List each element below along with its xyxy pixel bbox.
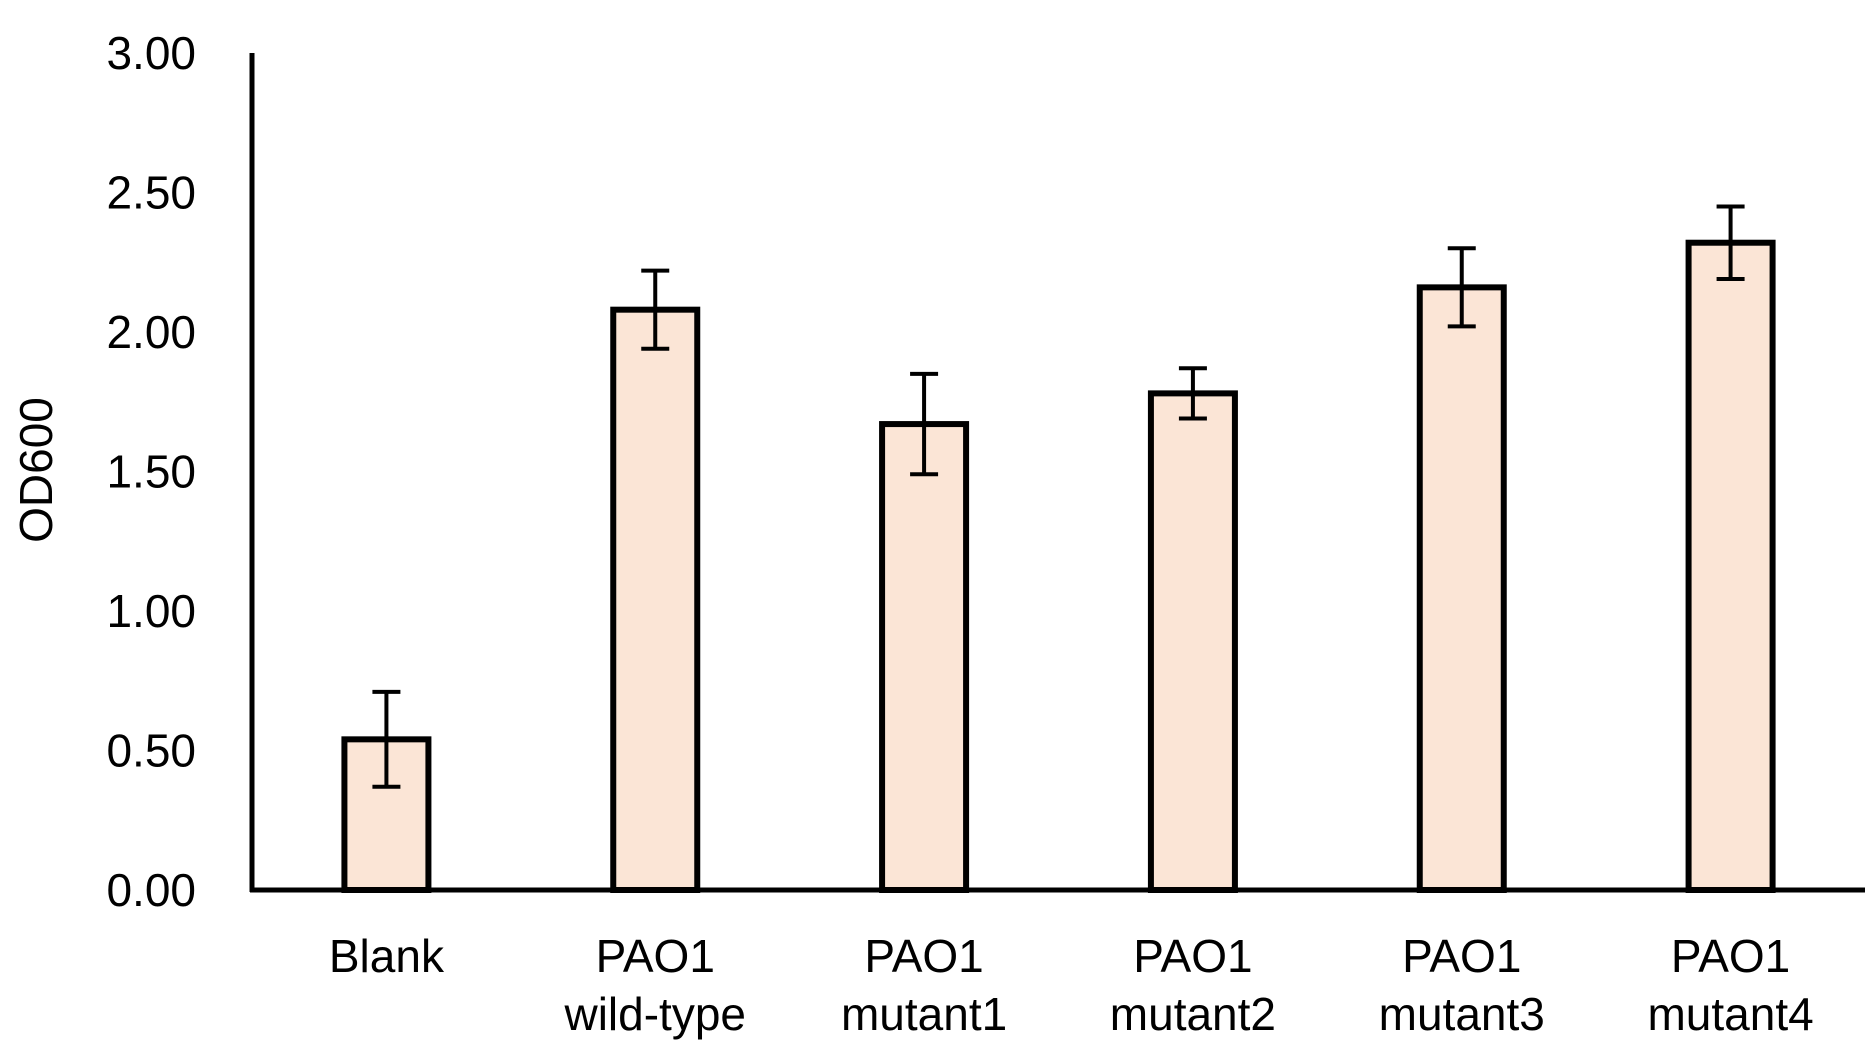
x-tick-label-line: mutant3 <box>1379 988 1545 1040</box>
x-tick-label-line: Blank <box>329 930 445 982</box>
x-tick-label-line: mutant4 <box>1647 988 1813 1040</box>
y-tick-label: 1.50 <box>106 446 196 498</box>
x-tick-label-line: PAO1 <box>1671 930 1790 982</box>
x-tick-label-line: wild-type <box>563 988 746 1040</box>
x-tick-label-line: PAO1 <box>1402 930 1521 982</box>
bar <box>1147 390 1238 893</box>
x-tick-label: PAO1 mutant3 <box>1379 930 1545 1040</box>
x-tick-label: PAO1 mutant1 <box>841 930 1007 1040</box>
x-tick-label: Blank <box>329 930 445 982</box>
x-tick-label-line: mutant2 <box>1110 988 1276 1040</box>
x-tick-label: PAO1 wild-type <box>563 930 746 1040</box>
y-tick-label: 0.00 <box>106 864 196 916</box>
x-tick-label: PAO1 mutant4 <box>1647 930 1813 1040</box>
error-bar <box>1178 366 1207 421</box>
error-bar <box>641 268 670 351</box>
y-tick-label: 0.50 <box>106 725 196 777</box>
y-tick-label: 2.50 <box>106 167 196 219</box>
x-tick-label-line: PAO1 <box>1133 930 1252 982</box>
x-tick-label-line: PAO1 <box>864 930 983 982</box>
bar <box>1685 239 1776 894</box>
error-bar <box>372 689 401 789</box>
x-tick-label: PAO1 mutant2 <box>1110 930 1276 1040</box>
y-axis-label: OD600 <box>10 397 62 543</box>
error-bar <box>910 371 939 477</box>
x-tick-label-line: mutant1 <box>841 988 1007 1040</box>
error-bar <box>1716 204 1745 281</box>
bar <box>610 306 701 893</box>
y-tick-label: 3.00 <box>106 27 196 79</box>
x-tick-label-line: PAO1 <box>596 930 715 982</box>
error-bar <box>1447 246 1476 329</box>
y-tick-label: 1.00 <box>106 585 196 637</box>
bar <box>879 421 970 893</box>
y-tick-label: 2.00 <box>106 306 196 358</box>
bar <box>1416 284 1507 893</box>
